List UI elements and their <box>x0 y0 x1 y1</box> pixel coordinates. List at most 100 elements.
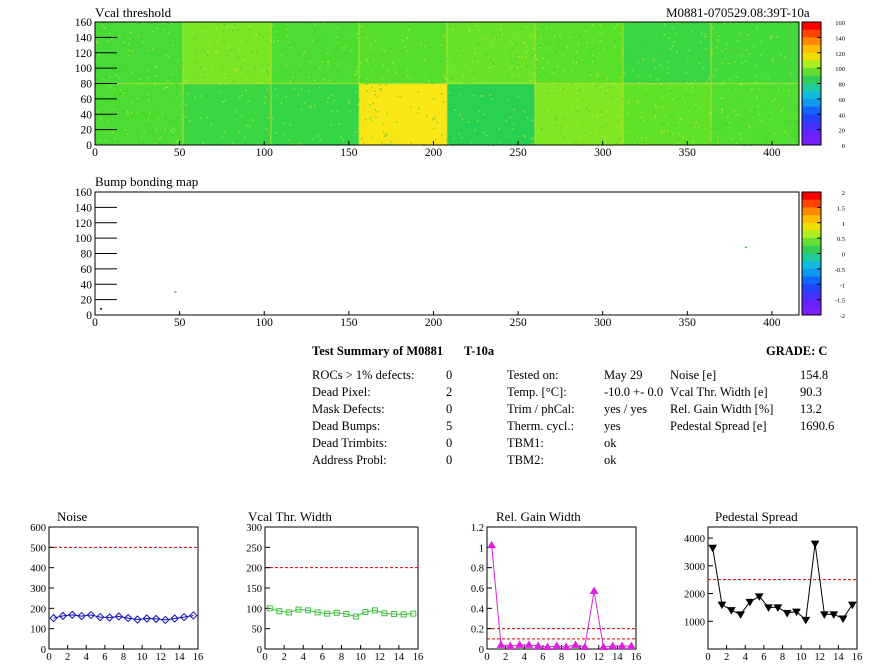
pixel-noise <box>468 132 470 135</box>
pedestal-chart-title: Pedestal Spread <box>715 509 798 524</box>
pixel-noise <box>303 51 306 54</box>
pixel-noise <box>358 99 360 101</box>
x-tick-label: 0 <box>484 652 489 663</box>
pixel-noise <box>478 97 481 99</box>
pixel-noise <box>721 108 724 110</box>
data-point <box>617 641 627 649</box>
pixel-noise <box>197 67 199 69</box>
pixel-noise <box>149 94 152 97</box>
pixel-noise <box>235 111 238 113</box>
pixel-noise <box>182 95 185 98</box>
defect-label: Dead Trimbits: <box>312 436 388 450</box>
pixel-noise <box>260 63 263 66</box>
pixel-noise <box>516 66 518 69</box>
pixel-noise <box>726 123 729 125</box>
result-value: 90.3 <box>800 385 822 399</box>
pixel-noise <box>103 96 106 98</box>
roc-block <box>359 22 448 84</box>
pixel-noise <box>282 133 285 136</box>
y-tick-label: 120 <box>75 48 93 60</box>
pixel-noise <box>401 69 403 72</box>
pixel-noise <box>770 119 772 121</box>
pixel-noise <box>452 68 455 70</box>
pixel-noise <box>417 91 419 93</box>
pixel-noise <box>476 22 479 24</box>
pixel-noise <box>756 137 759 140</box>
pixel-noise <box>381 47 383 50</box>
pixel-noise <box>721 83 723 86</box>
pixel-noise <box>737 39 739 42</box>
pixel-noise <box>511 61 514 64</box>
pixel-noise <box>283 122 286 124</box>
pixel-noise <box>211 99 214 102</box>
pixel-noise <box>409 77 411 80</box>
pixel-noise <box>532 137 535 140</box>
pixel-noise <box>115 71 118 74</box>
pixel-noise <box>676 51 678 53</box>
pixel-noise <box>691 30 693 33</box>
pixel-noise <box>590 50 592 52</box>
data-point <box>764 604 773 612</box>
pixel-noise <box>781 100 783 103</box>
data-point <box>161 615 170 625</box>
pixel-noise <box>251 119 254 121</box>
pixel-noise <box>264 102 266 104</box>
pixel-noise <box>551 95 554 97</box>
pixel-noise <box>103 22 105 25</box>
y-tick-label: 150 <box>246 584 262 595</box>
pixel-noise <box>672 128 674 131</box>
pixel-noise <box>700 84 703 86</box>
pixel-noise <box>652 111 655 114</box>
pixel-noise <box>359 62 362 64</box>
pixel-noise <box>710 48 713 51</box>
pixel-noise <box>373 98 376 100</box>
pixel-noise <box>343 26 346 29</box>
pixel-noise <box>209 37 211 40</box>
pixel-noise <box>521 56 523 59</box>
pixel-noise <box>500 131 502 133</box>
pixel-noise <box>518 55 520 58</box>
pixel-noise <box>453 93 455 95</box>
pixel-noise <box>454 109 456 111</box>
pixel-noise <box>566 46 569 49</box>
pixel-noise <box>695 121 697 124</box>
pixel-noise <box>237 56 240 58</box>
pixel-noise <box>483 113 485 116</box>
pixel-noise <box>151 84 154 87</box>
pixel-noise <box>550 76 552 79</box>
pixel-noise <box>223 109 225 111</box>
pixel-noise <box>204 83 206 86</box>
x-tick-label: 200 <box>425 317 443 329</box>
pixel-noise <box>409 106 412 108</box>
pixel-noise <box>448 91 451 94</box>
x-tick-label: 200 <box>425 147 443 159</box>
pixel-noise <box>479 95 482 97</box>
pixel-noise <box>543 31 545 34</box>
pixel-noise <box>508 135 510 137</box>
pixel-noise <box>668 37 670 39</box>
pixel-noise <box>694 86 697 88</box>
pixel-noise <box>614 27 617 30</box>
pixel-noise <box>729 137 731 139</box>
pixel-noise <box>489 94 491 96</box>
pixel-noise <box>753 127 755 129</box>
dead-bump-point <box>174 291 177 293</box>
pixel-noise <box>515 54 518 56</box>
pixel-noise <box>395 71 397 74</box>
pixel-noise <box>681 36 683 38</box>
pixel-noise <box>546 47 548 50</box>
pixel-noise <box>363 142 365 144</box>
pixel-noise <box>669 87 671 90</box>
pixel-noise <box>640 44 643 46</box>
pixel-noise <box>749 22 752 24</box>
pixel-noise <box>249 129 251 131</box>
pixel-noise <box>694 78 697 81</box>
pixel-noise <box>513 66 516 69</box>
pixel-noise <box>480 39 483 41</box>
pixel-noise <box>336 36 338 38</box>
pixel-noise <box>562 69 565 72</box>
defect-value: 0 <box>446 368 453 382</box>
palette-swatch <box>802 121 821 131</box>
x-tick-label: 0 <box>46 652 51 663</box>
pixel-noise <box>311 32 314 34</box>
